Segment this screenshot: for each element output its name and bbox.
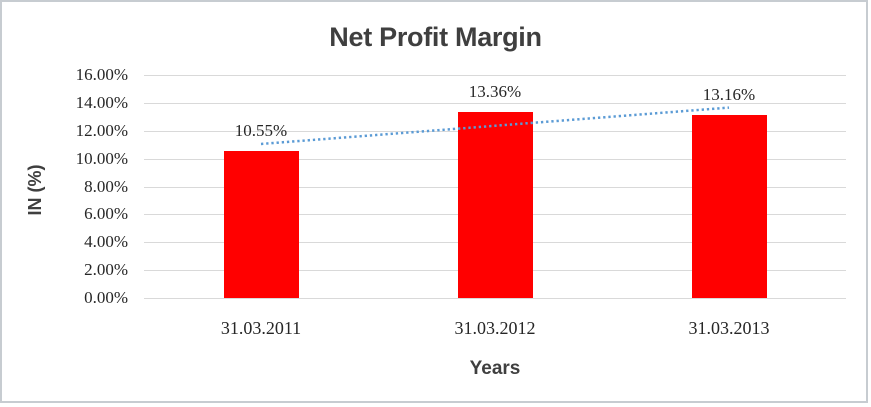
bar bbox=[691, 114, 767, 298]
bar bbox=[457, 111, 533, 298]
y-axis-tick-label: 0.00% bbox=[84, 288, 128, 307]
x-axis-category-label: 31.03.2012 bbox=[454, 318, 536, 338]
y-axis-tick-label: 14.00% bbox=[75, 92, 128, 112]
bar-value-label: 13.36% bbox=[468, 81, 522, 101]
x-axis-category-label: 31.03.2011 bbox=[220, 318, 302, 338]
bar-value-label: 13.16% bbox=[702, 84, 756, 104]
bar-value-label: 10.55% bbox=[234, 120, 288, 140]
y-axis-tick-label: 12.00% bbox=[75, 120, 128, 140]
y-axis-tick-label: 4.00% bbox=[84, 232, 128, 252]
gridline bbox=[144, 75, 846, 76]
gridline bbox=[144, 298, 846, 299]
bar bbox=[223, 150, 299, 298]
y-axis-tick-label: 16.00% bbox=[75, 65, 128, 84]
chart-title: Net Profit Margin bbox=[329, 22, 542, 52]
x-axis-category-label: 31.03.2013 bbox=[688, 318, 770, 338]
y-axis-tick-label: 8.00% bbox=[84, 176, 128, 196]
y-axis-tick-label: 2.00% bbox=[84, 260, 128, 280]
y-axis-tick-label: 6.00% bbox=[84, 204, 128, 224]
y-axis-tick-label: 10.00% bbox=[75, 148, 128, 168]
x-axis-title: Years bbox=[469, 358, 521, 379]
gridline bbox=[144, 102, 846, 104]
